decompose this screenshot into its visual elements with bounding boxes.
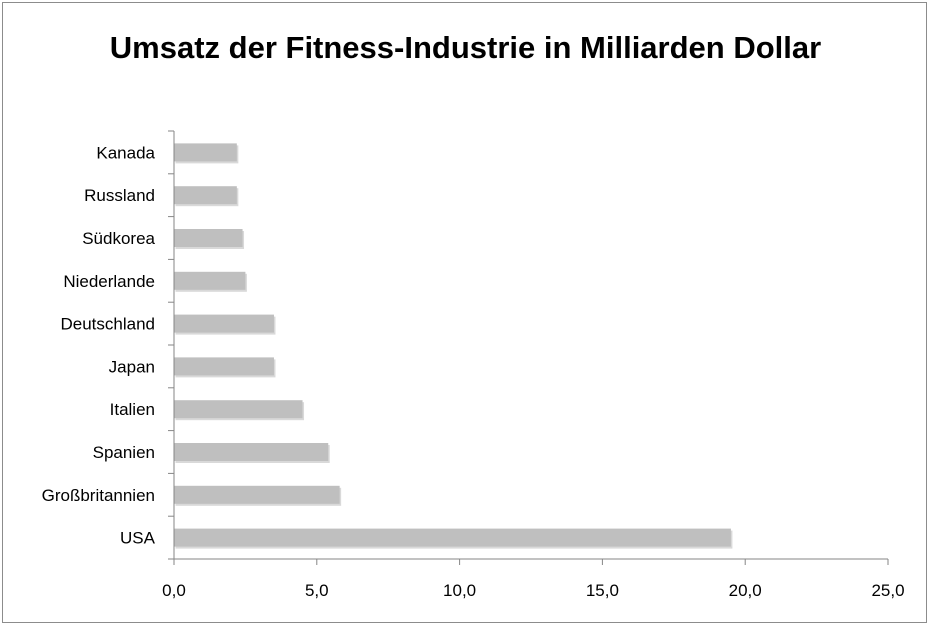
x-tick-label: 5,0	[305, 581, 329, 600]
bar	[174, 357, 274, 376]
bar	[174, 400, 303, 419]
category-label: Deutschland	[60, 315, 155, 334]
x-tick-label: 25,0	[871, 581, 904, 600]
x-tick-label: 10,0	[443, 581, 476, 600]
x-tick-label: 15,0	[586, 581, 619, 600]
chart-title: Umsatz der Fitness-Industrie in Milliard…	[109, 30, 822, 65]
x-tick-label: 20,0	[729, 581, 762, 600]
bar	[174, 314, 274, 333]
category-label: Großbritannien	[42, 486, 155, 505]
x-tick-label: 0,0	[162, 581, 186, 600]
bar	[174, 528, 731, 547]
bar	[174, 186, 237, 205]
category-label: Russland	[84, 186, 155, 205]
category-label: Spanien	[93, 443, 155, 462]
bar	[174, 271, 246, 290]
category-label: Japan	[109, 357, 155, 376]
category-label: Kanada	[96, 143, 155, 162]
bar	[174, 143, 237, 162]
category-label: Niederlande	[63, 272, 155, 291]
bar	[174, 443, 329, 461]
category-label: Italien	[110, 400, 155, 419]
category-label: Südkorea	[82, 229, 155, 248]
category-label: USA	[120, 529, 156, 548]
bar	[174, 229, 243, 247]
bar	[174, 485, 340, 504]
